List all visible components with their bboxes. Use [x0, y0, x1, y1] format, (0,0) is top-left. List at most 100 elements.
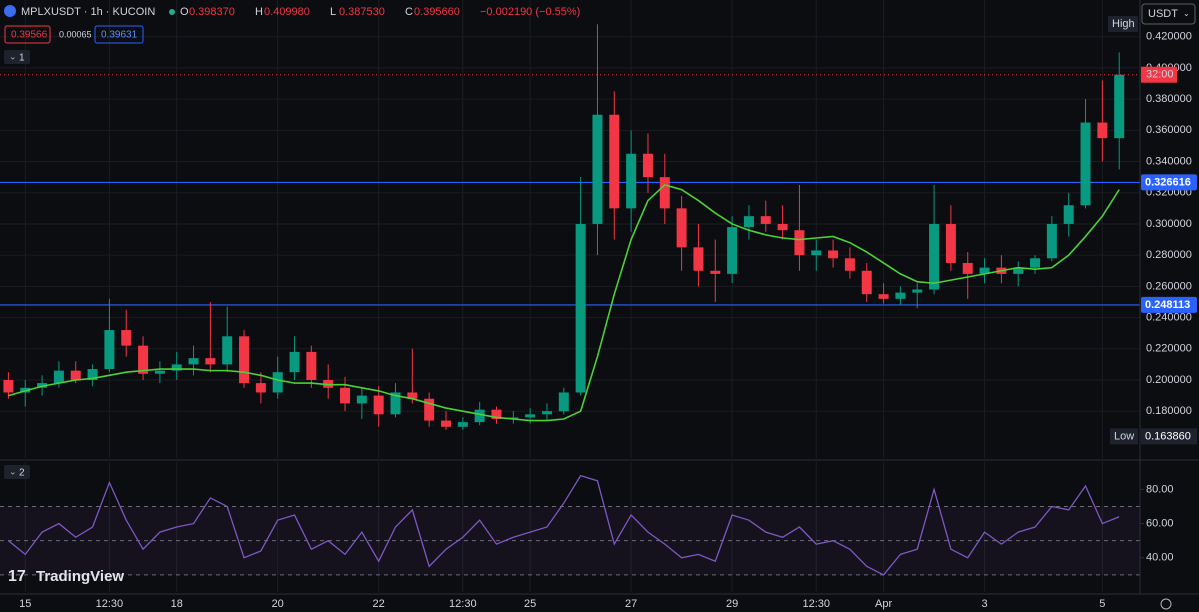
- candle-body: [592, 114, 603, 224]
- ohlc-key: O: [180, 6, 189, 18]
- candle-body: [390, 392, 401, 415]
- candle-body: [541, 411, 552, 415]
- y-tick-label: 0.360000: [1146, 124, 1192, 136]
- x-tick-label: 18: [171, 598, 183, 610]
- line-price-label: 0.248113: [1145, 299, 1190, 311]
- x-tick-label: 29: [726, 598, 738, 610]
- candle-body: [828, 250, 839, 259]
- candle-body: [794, 230, 805, 256]
- sell-price[interactable]: 0.39566: [11, 30, 48, 41]
- buy-button[interactable]: [94, 25, 144, 44]
- candle-body: [912, 289, 923, 293]
- candle-body: [659, 177, 670, 209]
- last-price-countdown: 32:00: [1146, 69, 1174, 81]
- line-price-tag: [1141, 296, 1197, 313]
- candle-body: [289, 351, 300, 373]
- pane-toggle[interactable]: [4, 50, 30, 64]
- line-price-tag: [1141, 174, 1197, 191]
- low-name: Low: [1114, 430, 1134, 442]
- symbol[interactable]: MPLXUSDT · 1h · KUCOIN: [21, 6, 155, 18]
- y-tick-label: 0.180000: [1146, 405, 1192, 417]
- pane-chevron: ⌄: [9, 466, 17, 476]
- sell-button[interactable]: [4, 25, 51, 44]
- x-tick-label: 22: [373, 598, 385, 610]
- candle-body: [676, 208, 687, 248]
- line-price-label: 0.326616: [1145, 176, 1191, 188]
- y-tick-label: 0.240000: [1146, 311, 1192, 323]
- candle-body: [70, 370, 81, 380]
- low-price-tag: [1141, 428, 1197, 445]
- moving-average: [8, 184, 1120, 422]
- candle-body: [609, 114, 620, 209]
- x-tick-label: 12:30: [449, 598, 477, 610]
- y-tick-label: 0.380000: [1146, 93, 1192, 105]
- candle-body: [104, 330, 115, 370]
- y-tick-label: 0.200000: [1146, 374, 1192, 386]
- ohlc-value: 0.409980: [264, 6, 310, 18]
- candle-body: [3, 379, 14, 393]
- pane-chevron: ⌄: [9, 51, 17, 61]
- x-tick-label: Apr: [875, 598, 892, 610]
- x-tick-label: 25: [524, 598, 536, 610]
- candle-body: [979, 267, 990, 274]
- currency[interactable]: USDT: [1148, 8, 1178, 20]
- candle-body: [424, 398, 435, 421]
- watermark: TradingView: [36, 568, 124, 585]
- candle-body: [575, 223, 586, 393]
- candle-body: [710, 270, 721, 274]
- ohlc-value: 0.395660: [414, 6, 460, 18]
- y-tick-label: 40.00: [1146, 552, 1174, 564]
- candle-body: [895, 292, 906, 299]
- candle-body: [457, 422, 468, 427]
- candle-body: [373, 395, 384, 415]
- y-tick-label: 0.340000: [1146, 155, 1192, 167]
- x-tick-label: 15: [19, 598, 31, 610]
- candle-body: [188, 358, 199, 365]
- candle-body: [205, 358, 216, 365]
- candle-body: [558, 392, 569, 412]
- candle-body: [474, 409, 485, 423]
- x-tick-label: 3: [981, 598, 987, 610]
- low-price-label: 0.163860: [1145, 430, 1191, 442]
- candle-body: [878, 294, 889, 299]
- candle-body: [255, 383, 266, 393]
- candle-body: [356, 395, 367, 404]
- candle-body: [272, 372, 283, 393]
- candle-body: [962, 262, 973, 274]
- candle-body: [407, 392, 418, 399]
- candle-body: [844, 258, 855, 271]
- candle-body: [1063, 205, 1074, 224]
- y-tick-label: 0.420000: [1146, 31, 1192, 43]
- currency-button[interactable]: [1141, 3, 1196, 25]
- ohlc-value: 0.398370: [189, 6, 235, 18]
- candle-body: [929, 223, 940, 290]
- candle-body: [1097, 122, 1108, 139]
- y-tick-label: 80.00: [1146, 483, 1174, 495]
- currency-chevron: ⌄: [1183, 9, 1190, 18]
- pane-number[interactable]: 1: [19, 53, 25, 64]
- x-tick-label: 27: [625, 598, 637, 610]
- pane-number[interactable]: 2: [19, 468, 25, 479]
- y-tick-label: 0.220000: [1146, 343, 1192, 355]
- candle-body: [1046, 223, 1057, 259]
- buy-price[interactable]: 0.39631: [101, 30, 138, 41]
- settings-icon[interactable]: [1160, 598, 1172, 610]
- candle-body: [642, 153, 653, 178]
- candle-body: [440, 420, 451, 427]
- y-tick-label: 0.260000: [1146, 280, 1192, 292]
- ohlc-value: 0.387530: [339, 6, 385, 18]
- candle-body: [239, 336, 250, 384]
- pane-toggle[interactable]: [4, 465, 30, 479]
- candle-body: [861, 270, 872, 295]
- ohlc-key: H: [255, 6, 263, 18]
- candle-body: [138, 345, 149, 374]
- candle-body: [727, 227, 738, 274]
- candle-body: [222, 336, 233, 365]
- candle-body: [306, 351, 317, 380]
- y-tick-label: 60.00: [1146, 517, 1174, 529]
- x-tick-label: 20: [272, 598, 284, 610]
- candle-body: [693, 247, 704, 271]
- high-name: High: [1112, 18, 1135, 30]
- y-tick-label: 0.300000: [1146, 218, 1192, 230]
